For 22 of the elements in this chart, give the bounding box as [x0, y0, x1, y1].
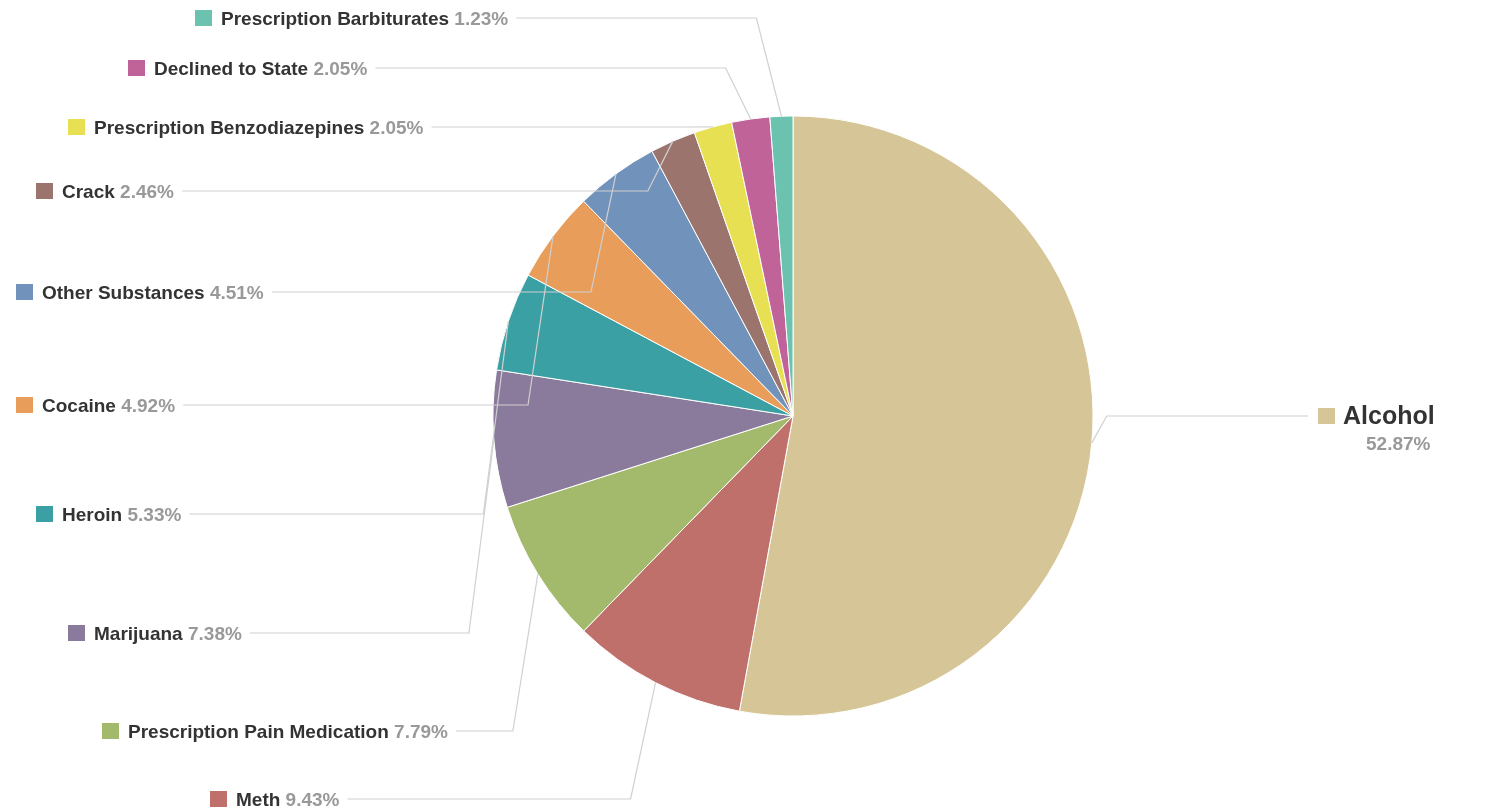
data-label: 7.79%: [388, 721, 449, 742]
data-label: 2.46%: [114, 181, 175, 202]
data-label: 2.05%: [308, 58, 368, 79]
legend-label: Marijuana: [94, 623, 184, 644]
legend-label: Prescription Benzodiazepines: [94, 117, 365, 138]
data-label: 1.23%: [449, 8, 509, 29]
legend-label: Prescription Pain Medication: [128, 721, 389, 742]
data-label: 7.38%: [182, 623, 242, 644]
legend-label: Declined to State: [154, 58, 309, 79]
data-label: 9.43%: [280, 789, 340, 809]
legend-label: Other Substances: [42, 282, 205, 303]
data-label: 4.92%: [115, 395, 176, 416]
legend-label: Prescription Barbiturates: [221, 8, 450, 29]
legend-label: Cocaine: [42, 395, 116, 416]
data-label: 5.33%: [122, 504, 182, 525]
legend-label: Crack: [62, 181, 116, 202]
data-label: 52.87%: [1366, 433, 1431, 454]
data-label: 2.05%: [364, 117, 424, 138]
legend-label: Alcohol: [1343, 401, 1435, 429]
legend-label: Meth: [236, 789, 281, 809]
legend-label: Heroin: [62, 504, 123, 525]
data-label: 4.51%: [204, 282, 264, 303]
